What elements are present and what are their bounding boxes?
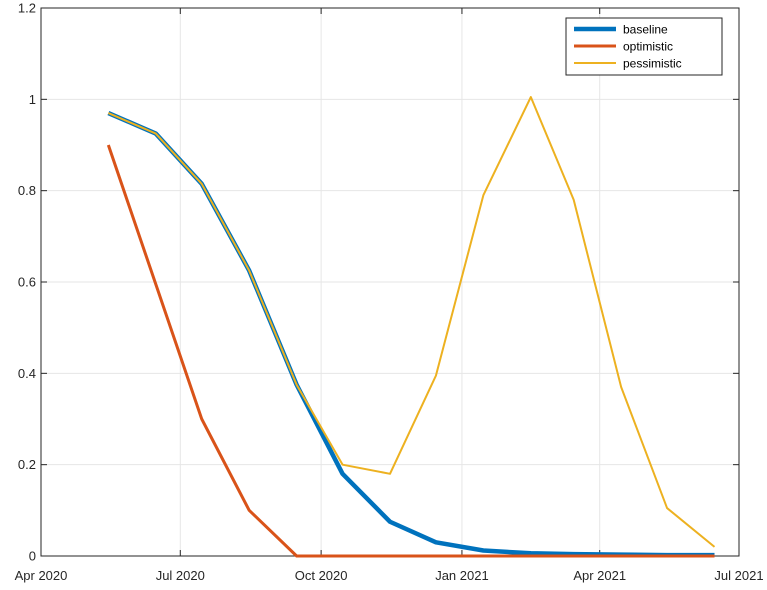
axes: Apr 2020 Jul 2020 Oct 2020 Jan 2021 Apr 2021… [15,1,764,584]
x-tick-label: Apr 2021 [573,568,626,583]
x-tick-label: Jul 2021 [714,568,763,583]
series-line-pessimistic [107,96,716,548]
x-tick-label: Apr 2020 [15,568,68,583]
legend-label-baseline: baseline [623,23,668,37]
grid [40,7,740,557]
x-tick-label: Jan 2021 [435,568,489,583]
legend-label-pessimistic: pessimistic [623,57,682,71]
y-tick-label: 0.4 [18,366,36,381]
x-tick-label: Jul 2020 [156,568,205,583]
series-line-optimistic [106,144,715,558]
x-tick-label: Oct 2020 [295,568,348,583]
series-lines [106,96,716,558]
y-tick-label: 0.2 [18,457,36,472]
y-tick-label: 0.6 [18,275,36,290]
legend: baseline optimistic pessimistic [565,17,723,76]
y-tick-label: 0.8 [18,183,36,198]
legend-label-optimistic: optimistic [623,40,673,54]
y-tick-label: 1 [29,92,36,107]
y-tick-label: 0 [29,549,36,564]
y-tick-label: 1.2 [18,1,36,16]
